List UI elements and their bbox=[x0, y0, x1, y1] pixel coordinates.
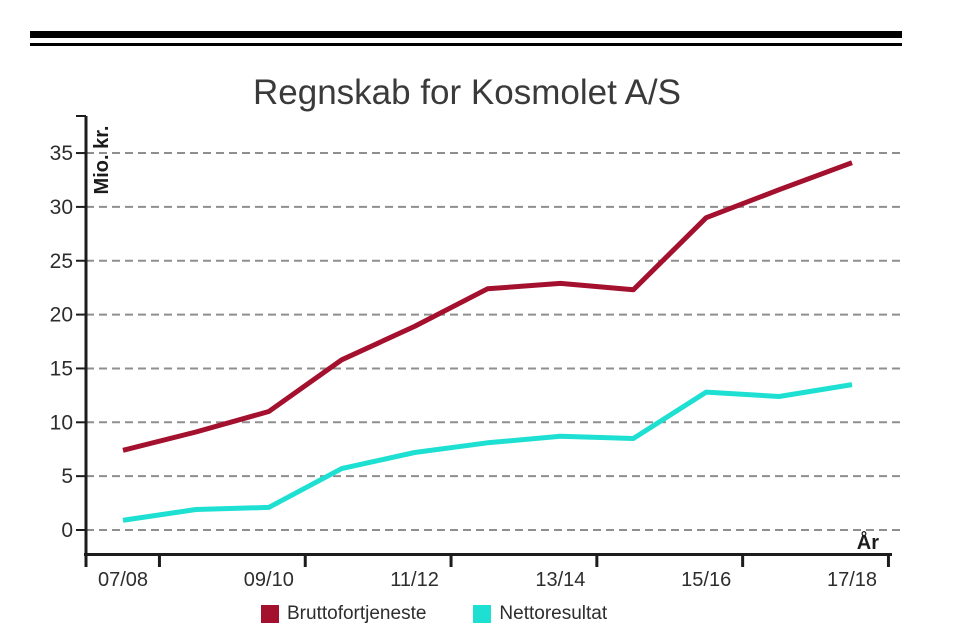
x-tick-label: 15/16 bbox=[681, 569, 731, 591]
y-tick-label: 0 bbox=[61, 519, 73, 542]
y-axis-title: Mio. kr. bbox=[91, 126, 113, 195]
gridlines-group bbox=[86, 152, 902, 531]
legend: Bruttofortjeneste Nettoresultat bbox=[261, 603, 607, 625]
axes-group bbox=[76, 115, 892, 567]
chart-canvas: 0 5 10 15 20 25 30 35 07/08 09/10 11/12 13/14 15/16 1… bbox=[50, 115, 902, 591]
y-tick-label: 10 bbox=[50, 411, 73, 434]
legend-item-bruttofortjeneste: Bruttofortjeneste bbox=[261, 603, 426, 625]
series-group bbox=[122, 160, 853, 523]
y-tick-label: 5 bbox=[61, 465, 73, 488]
x-tick-label: 07/08 bbox=[98, 569, 148, 591]
header-rule-thin bbox=[30, 43, 902, 46]
legend-item-nettoresultat: Nettoresultat bbox=[473, 603, 607, 625]
x-tick-label: 09/10 bbox=[244, 569, 294, 591]
y-tick-label: 25 bbox=[50, 250, 73, 273]
y-tick-label: 20 bbox=[50, 304, 73, 327]
x-tick-label: 11/12 bbox=[390, 569, 439, 591]
series-line-nettoresultat bbox=[122, 382, 853, 523]
y-tick-label: 30 bbox=[50, 196, 73, 219]
x-axis-title: År bbox=[857, 530, 879, 554]
legend-label-bruttofortjeneste: Bruttofortjeneste bbox=[287, 603, 427, 624]
chart-title: Regnskab for Kosmolet A/S bbox=[253, 73, 681, 113]
legend-swatch-bruttofortjeneste bbox=[261, 605, 279, 623]
x-tick-label: 17/18 bbox=[827, 569, 877, 591]
y-tick-label: 15 bbox=[50, 357, 73, 380]
x-tick-label: 13/14 bbox=[535, 569, 585, 591]
tick-labels-group: 0 5 10 15 20 25 30 35 07/08 09/10 11/12 13/14 15/16 1… bbox=[50, 142, 877, 591]
header-rule-thick bbox=[30, 31, 902, 38]
legend-label-nettoresultat: Nettoresultat bbox=[499, 603, 608, 624]
series-line-bruttofortjeneste bbox=[122, 160, 853, 453]
legend-swatch-nettoresultat bbox=[473, 605, 492, 623]
y-tick-label: 35 bbox=[50, 142, 73, 165]
